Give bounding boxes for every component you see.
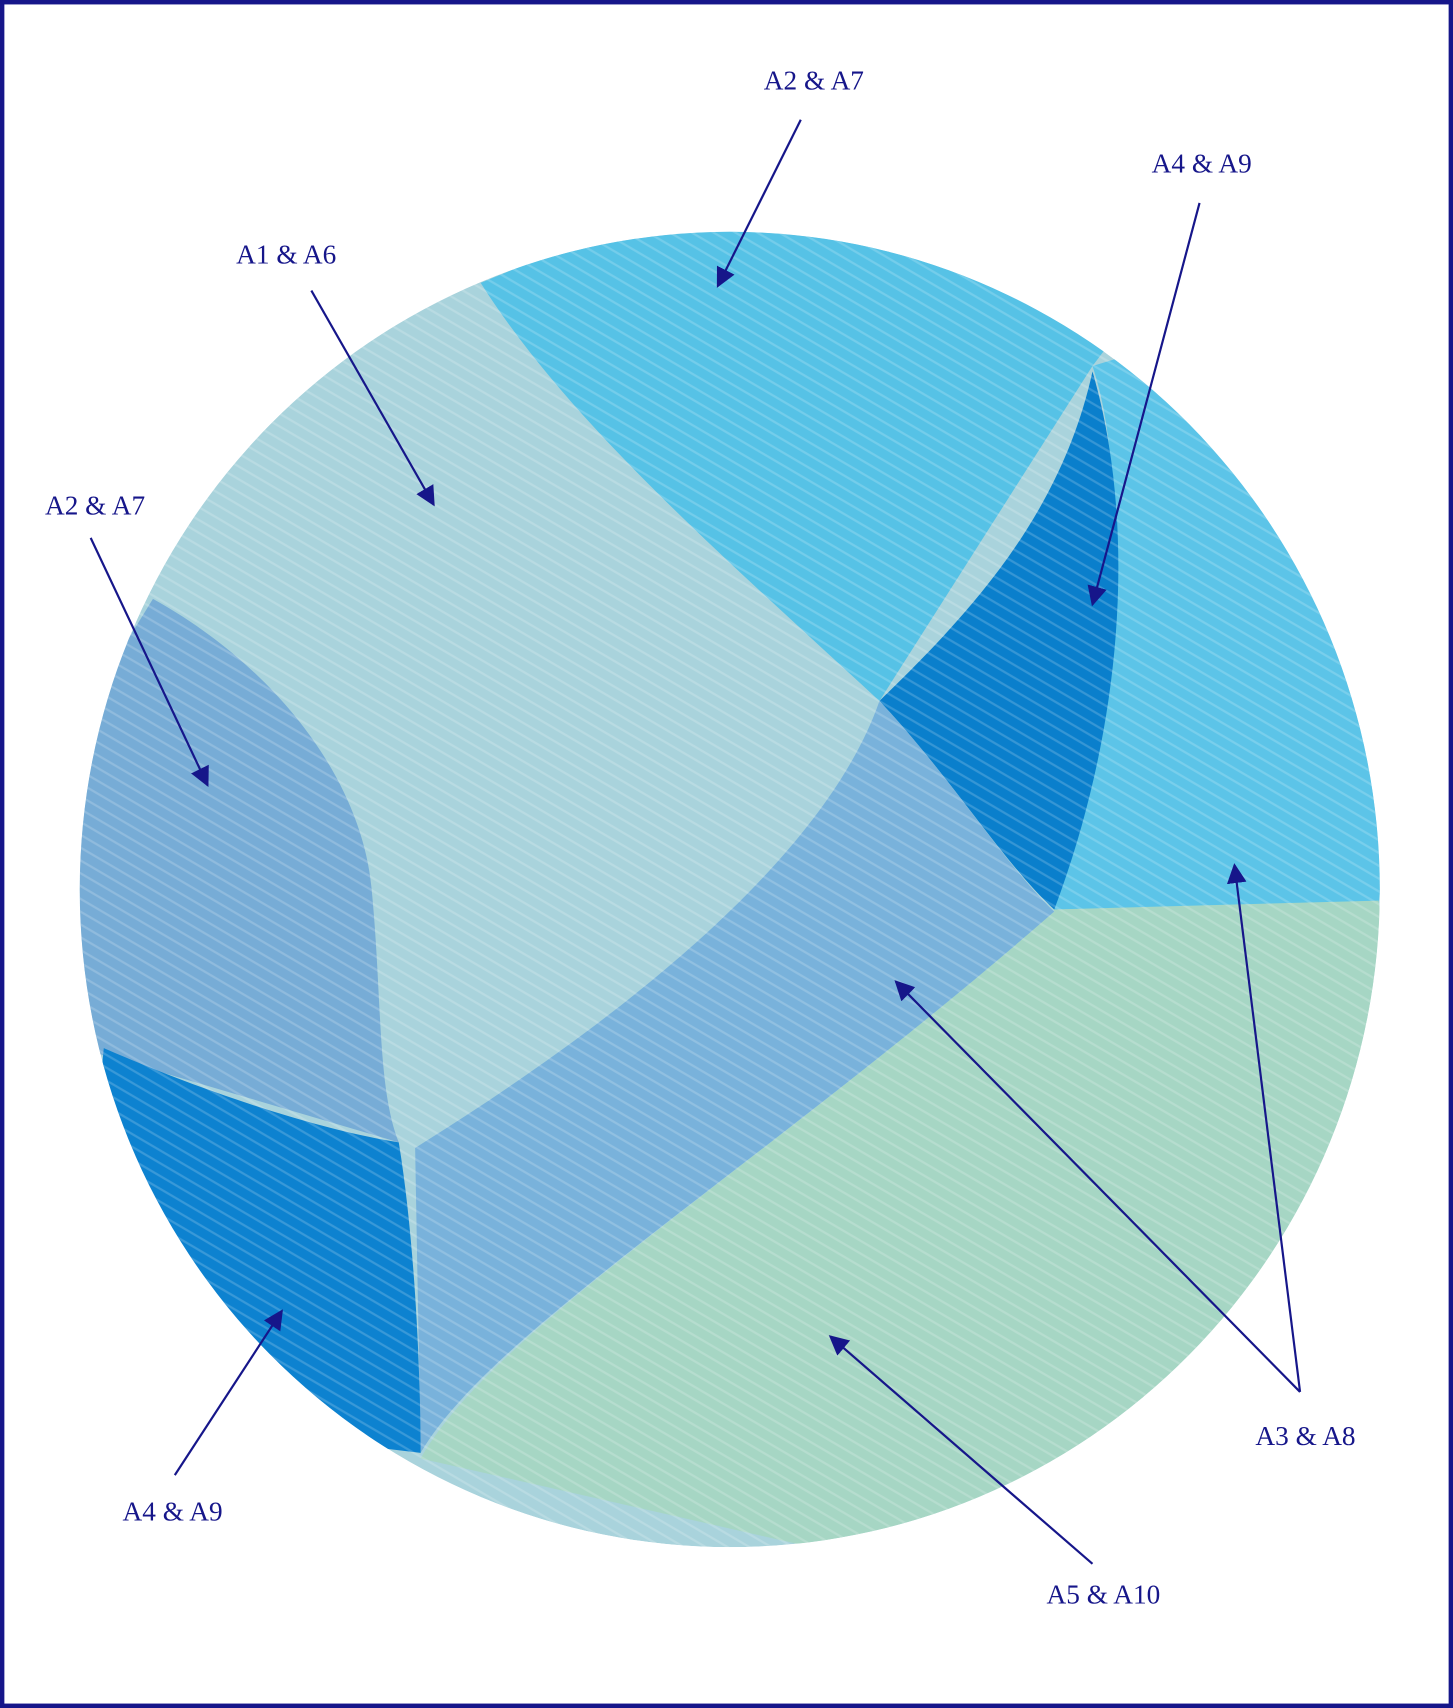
label: A1 & A6 <box>236 238 336 269</box>
arrow <box>828 1335 1094 1565</box>
label: A2 & A7 <box>764 64 864 95</box>
label: A2 & A7 <box>45 489 145 520</box>
arrow <box>894 980 1301 1393</box>
label: A5 & A10 <box>1047 1578 1161 1609</box>
arrow <box>716 119 802 288</box>
arrow <box>1087 202 1201 607</box>
label: A4 & A9 <box>123 1495 223 1526</box>
arrow <box>89 537 209 788</box>
label: A4 & A9 <box>1152 148 1252 179</box>
weave-texture <box>79 231 1380 1548</box>
arrow <box>173 1309 283 1476</box>
woven-mat <box>79 231 1380 1548</box>
label: A3 & A8 <box>1255 1420 1355 1451</box>
arrow <box>1226 863 1302 1393</box>
arrow <box>310 290 435 507</box>
